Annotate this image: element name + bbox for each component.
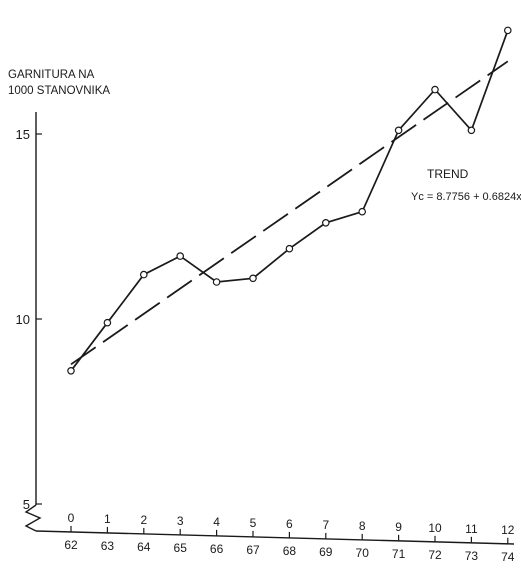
- x-tick-label-index: 4: [213, 515, 220, 529]
- x-tick-label-index: 10: [428, 521, 442, 535]
- x-tick-label-year: 66: [210, 542, 224, 556]
- x-tick-label-year: 63: [101, 539, 115, 553]
- x-tick-label-index: 12: [501, 523, 515, 537]
- data-point: [358, 207, 367, 216]
- data-point: [176, 252, 185, 260]
- x-tick-label-index: 3: [177, 514, 184, 528]
- data-point: [140, 270, 148, 279]
- x-tick-label-year: 62: [64, 538, 78, 552]
- x-axis: [35, 530, 515, 545]
- x-tick-label-year: 74: [501, 550, 515, 564]
- x-tick-label-index: 2: [140, 513, 147, 527]
- x-tick-label-year: 64: [137, 540, 151, 554]
- x-tick-label-index: 0: [68, 511, 75, 525]
- x-tick-label-year: 71: [392, 547, 406, 561]
- x-tick-label-year: 69: [319, 545, 333, 559]
- y-tick-label: 5: [23, 497, 30, 512]
- trend-series: [70, 60, 509, 366]
- x-ticks: 0 62 1 63 2 64 3 65 4 66 5 67 6 68 7 69 8 70 9 71 10 72 11 73 12…: [64, 511, 514, 564]
- x-tick-label-index: 1: [104, 512, 111, 526]
- y-tick-label: 15: [16, 127, 30, 142]
- data-point: [503, 26, 512, 35]
- x-tick-label-year: 72: [428, 548, 442, 562]
- data-point: [321, 219, 330, 227]
- x-tick-label-index: 6: [286, 517, 293, 531]
- data-point: [212, 278, 221, 286]
- x-tick-label-index: 5: [250, 516, 257, 530]
- x-tick-label-year: 70: [356, 546, 370, 560]
- data-point: [285, 244, 294, 253]
- trend-line: [70, 60, 509, 366]
- data-point: [394, 126, 403, 135]
- axis-break: [24, 504, 42, 532]
- data-point: [467, 126, 476, 135]
- y-axis-label-line-2: 1000 STANOVNIKA: [8, 85, 110, 97]
- y-ticks: 5 10 15: [16, 127, 42, 512]
- x-tick-label-index: 7: [322, 518, 329, 532]
- trend-equation: Yc = 8.7756 + 0.6824x: [411, 191, 521, 203]
- data-point: [431, 85, 439, 94]
- x-tick-label-index: 9: [395, 520, 402, 534]
- x-tick-label-year: 65: [174, 541, 188, 555]
- trend-label: TREND: [427, 167, 469, 181]
- x-tick-label-year: 67: [246, 543, 260, 557]
- data-series: [67, 26, 512, 375]
- data-point: [103, 318, 112, 327]
- x-tick-label-year: 68: [283, 544, 297, 558]
- x-tick-label-year: 73: [465, 549, 479, 563]
- data-point: [249, 274, 257, 283]
- y-axis-label-line-1: GARNITURA NA: [8, 69, 95, 81]
- data-point: [67, 366, 75, 375]
- x-tick-label-index: 11: [465, 522, 478, 536]
- x-tick-label-index: 8: [359, 519, 366, 533]
- y-tick-label: 10: [16, 312, 30, 327]
